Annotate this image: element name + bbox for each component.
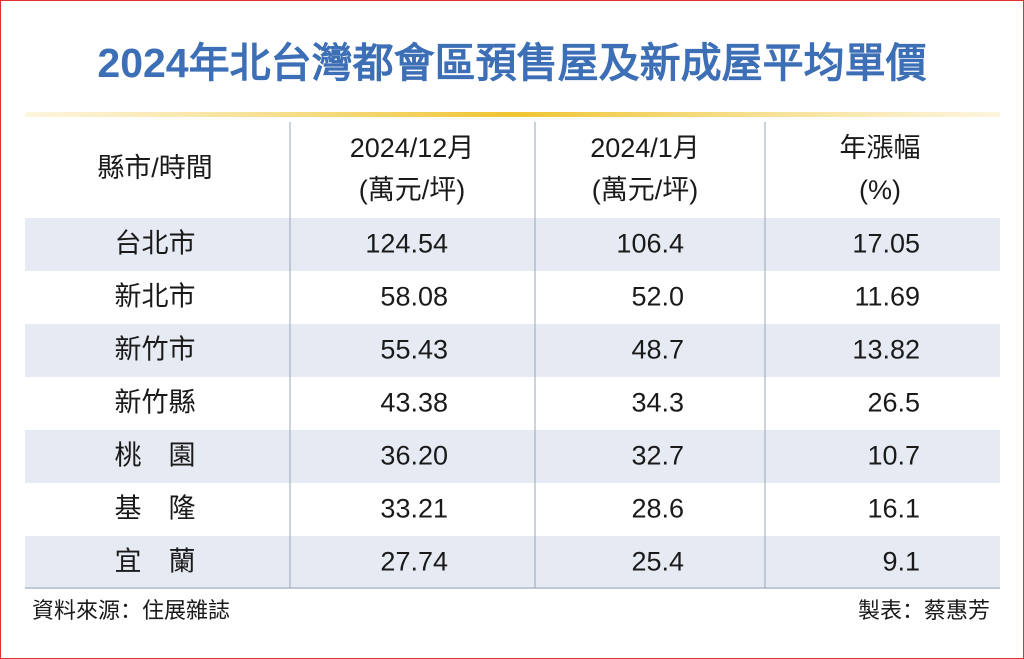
table-cell: 17.05	[852, 229, 920, 259]
table-cell: 16.1	[867, 494, 920, 524]
row-label: 台北市	[115, 229, 196, 259]
table-cell: 11.69	[854, 282, 920, 312]
header-cell: (%)	[859, 175, 901, 205]
table-cell: 32.7	[631, 441, 684, 471]
table-cell: 48.7	[631, 335, 684, 365]
title-rule	[25, 112, 1000, 117]
table-cell: 28.6	[631, 494, 684, 524]
row-band	[25, 218, 1000, 271]
row-band	[25, 536, 1000, 589]
header-cell: 縣市/時間	[97, 153, 213, 183]
header-cell: (萬元/坪)	[359, 175, 465, 205]
table-cell: 13.82	[852, 335, 920, 365]
table-cell: 36.20	[380, 441, 448, 471]
row-label: 基 隆	[115, 494, 196, 524]
row-label: 宜 蘭	[115, 547, 196, 577]
row-label: 新竹市	[115, 335, 196, 365]
credit: 製表：蔡惠芳	[858, 598, 990, 623]
table-cell: 9.1	[882, 547, 920, 577]
table-cell: 58.08	[380, 282, 448, 312]
row-label: 新北市	[115, 282, 196, 312]
table-cell: 25.4	[631, 547, 684, 577]
table-cell: 27.74	[380, 547, 448, 577]
table-cell: 106.4	[616, 229, 684, 259]
table: 縣市/時間 2024/12月 (萬元/坪) 2024/1月 (萬元/坪) 年漲幅 (%) 台北…	[25, 122, 1000, 589]
row-band	[25, 324, 1000, 377]
table-cell: 10.7	[867, 441, 920, 471]
table-cell: 34.3	[631, 388, 684, 418]
header-cell: 2024/12月	[350, 133, 475, 163]
header-cell: (萬元/坪)	[592, 175, 698, 205]
title: 2024年北台灣都會區預售屋及新成屋平均單價	[97, 40, 926, 86]
table-cell: 33.21	[380, 494, 448, 524]
row-band	[25, 430, 1000, 483]
source: 資料來源：住展雜誌	[32, 598, 230, 623]
header-cell: 年漲幅	[840, 133, 921, 163]
header-cell: 2024/1月	[590, 133, 700, 163]
row-label: 新竹縣	[115, 388, 196, 418]
table-cell: 26.5	[867, 388, 920, 418]
row-label: 桃 園	[115, 441, 196, 471]
table-cell: 43.38	[380, 388, 448, 418]
table-cell: 124.54	[365, 229, 448, 259]
table-cell: 55.43	[380, 335, 448, 365]
table-cell: 52.0	[631, 282, 684, 312]
